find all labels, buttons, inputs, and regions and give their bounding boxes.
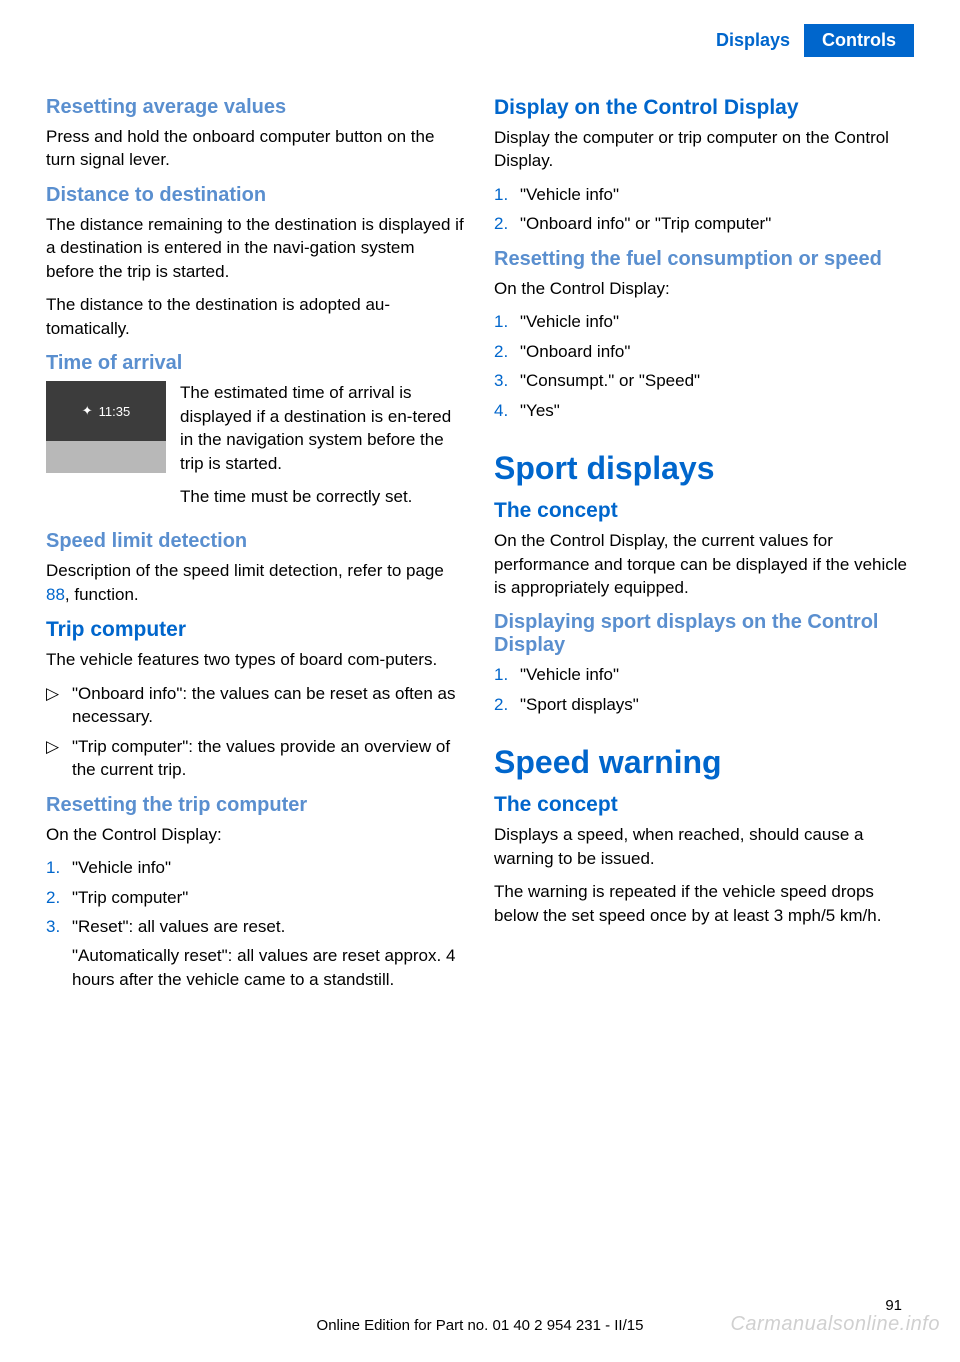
list-text: "Vehicle info" <box>520 663 619 686</box>
heading-resetting-fuel: Resetting the fuel consumption or speed <box>494 248 914 271</box>
list-text: "Vehicle info" <box>520 310 619 333</box>
list-item: 3. "Consumpt." or "Speed" <box>494 369 914 392</box>
list-number: 1. <box>494 310 520 333</box>
numbered-list: 1. "Vehicle info" 2. "Onboard info" 3. "… <box>494 310 914 422</box>
numbered-list: 1. "Vehicle info" 2. "Trip computer" 3. … <box>46 856 466 991</box>
list-item: ▷ "Trip computer": the values provide an… <box>46 735 466 782</box>
list-text: "Yes" <box>520 399 560 422</box>
list-text: "Reset": all values are reset. <box>72 915 285 938</box>
triangle-bullet-icon: ▷ <box>46 735 72 782</box>
list-text: "Onboard info" or "Trip computer" <box>520 212 771 235</box>
para: On the Control Display, the current valu… <box>494 529 914 599</box>
list-item: 1. "Vehicle info" <box>494 663 914 686</box>
heading-speed-limit: Speed limit detection <box>46 530 466 553</box>
heading-trip-computer: Trip computer <box>46 618 466 642</box>
list-number: 2. <box>46 886 72 909</box>
para: On the Control Display: <box>46 823 466 846</box>
heading-time-arrival: Time of arrival <box>46 352 466 375</box>
heading-concept: The concept <box>494 499 914 523</box>
time-arrival-block: ✦ 11:35 The estimated time of arrival is… <box>46 381 466 518</box>
header-section-label: Displays <box>702 24 804 57</box>
list-number: 1. <box>494 183 520 206</box>
list-text: "Onboard info": the values can be reset … <box>72 682 466 729</box>
clock-base <box>46 441 166 473</box>
para: The estimated time of arrival is display… <box>180 381 466 475</box>
list-item: 3. "Reset": all values are reset. <box>46 915 466 938</box>
para: Displays a speed, when reached, should c… <box>494 823 914 870</box>
para: The distance remaining to the destinatio… <box>46 213 466 283</box>
para: On the Control Display: <box>494 277 914 300</box>
right-column: Display on the Control Display Display t… <box>494 96 914 1001</box>
list-item: 2. "Onboard info" or "Trip computer" <box>494 212 914 235</box>
list-text: "Onboard info" <box>520 340 630 363</box>
heading-resetting-trip: Resetting the trip computer <box>46 794 466 817</box>
heading-concept-2: The concept <box>494 793 914 817</box>
clock-illustration: ✦ 11:35 <box>46 381 166 473</box>
bullet-list: ▷ "Onboard info": the values can be rese… <box>46 682 466 782</box>
list-item: 4. "Yes" <box>494 399 914 422</box>
header-chapter-label: Controls <box>804 24 914 57</box>
list-number: 1. <box>494 663 520 686</box>
header-bar: Displays Controls <box>702 24 914 57</box>
list-number: 3. <box>494 369 520 392</box>
list-text: "Consumpt." or "Speed" <box>520 369 700 392</box>
para: The time must be correctly set. <box>180 485 466 508</box>
list-text: "Sport displays" <box>520 693 639 716</box>
list-item: 1. "Vehicle info" <box>46 856 466 879</box>
left-column: Resetting average values Press and hold … <box>46 96 466 1001</box>
time-arrival-text: The estimated time of arrival is display… <box>180 381 466 518</box>
heading-sport-displays: Sport displays <box>494 450 914 487</box>
text: , function. <box>65 585 139 604</box>
numbered-list: 1. "Vehicle info" 2. "Sport displays" <box>494 663 914 716</box>
list-item: 2. "Onboard info" <box>494 340 914 363</box>
heading-display-control: Display on the Control Display <box>494 96 914 120</box>
clock-icon: ✦ <box>82 403 93 419</box>
list-number: 1. <box>46 856 72 879</box>
list-number: 2. <box>494 212 520 235</box>
list-text: "Vehicle info" <box>72 856 171 879</box>
list-number: 2. <box>494 340 520 363</box>
heading-distance: Distance to destination <box>46 184 466 207</box>
list-subtext: "Automatically reset": all values are re… <box>46 944 466 991</box>
list-item: ▷ "Onboard info": the values can be rese… <box>46 682 466 729</box>
clock-display: ✦ 11:35 <box>46 381 166 441</box>
para: The vehicle features two types of board … <box>46 648 466 671</box>
list-item: 2. "Trip computer" <box>46 886 466 909</box>
list-text: "Trip computer" <box>72 886 188 909</box>
list-text: "Trip computer": the values provide an o… <box>72 735 466 782</box>
triangle-bullet-icon: ▷ <box>46 682 72 729</box>
para: The warning is repeated if the vehicle s… <box>494 880 914 927</box>
para: Press and hold the onboard computer butt… <box>46 125 466 172</box>
list-number: 3. <box>46 915 72 938</box>
heading-displaying-sport: Displaying sport displays on the Control… <box>494 611 914 657</box>
page-content: Resetting average values Press and hold … <box>46 96 914 1001</box>
list-item: 1. "Vehicle info" <box>494 310 914 333</box>
list-number: 2. <box>494 693 520 716</box>
watermark: Carmanualsonline.info <box>730 1313 940 1336</box>
list-item: 1. "Vehicle info" <box>494 183 914 206</box>
list-item: 2. "Sport displays" <box>494 693 914 716</box>
heading-speed-warning: Speed warning <box>494 744 914 781</box>
text: Description of the speed limit detection… <box>46 561 444 580</box>
heading-resetting-average: Resetting average values <box>46 96 466 119</box>
list-text: "Vehicle info" <box>520 183 619 206</box>
numbered-list: 1. "Vehicle info" 2. "Onboard info" or "… <box>494 183 914 236</box>
clock-time: 11:35 <box>99 404 131 419</box>
para: The distance to the destination is adopt… <box>46 293 466 340</box>
para: Display the computer or trip computer on… <box>494 126 914 173</box>
page-reference-link[interactable]: 88 <box>46 585 65 604</box>
list-number: 4. <box>494 399 520 422</box>
para: Description of the speed limit detection… <box>46 559 466 606</box>
page-number: 91 <box>885 1297 902 1314</box>
